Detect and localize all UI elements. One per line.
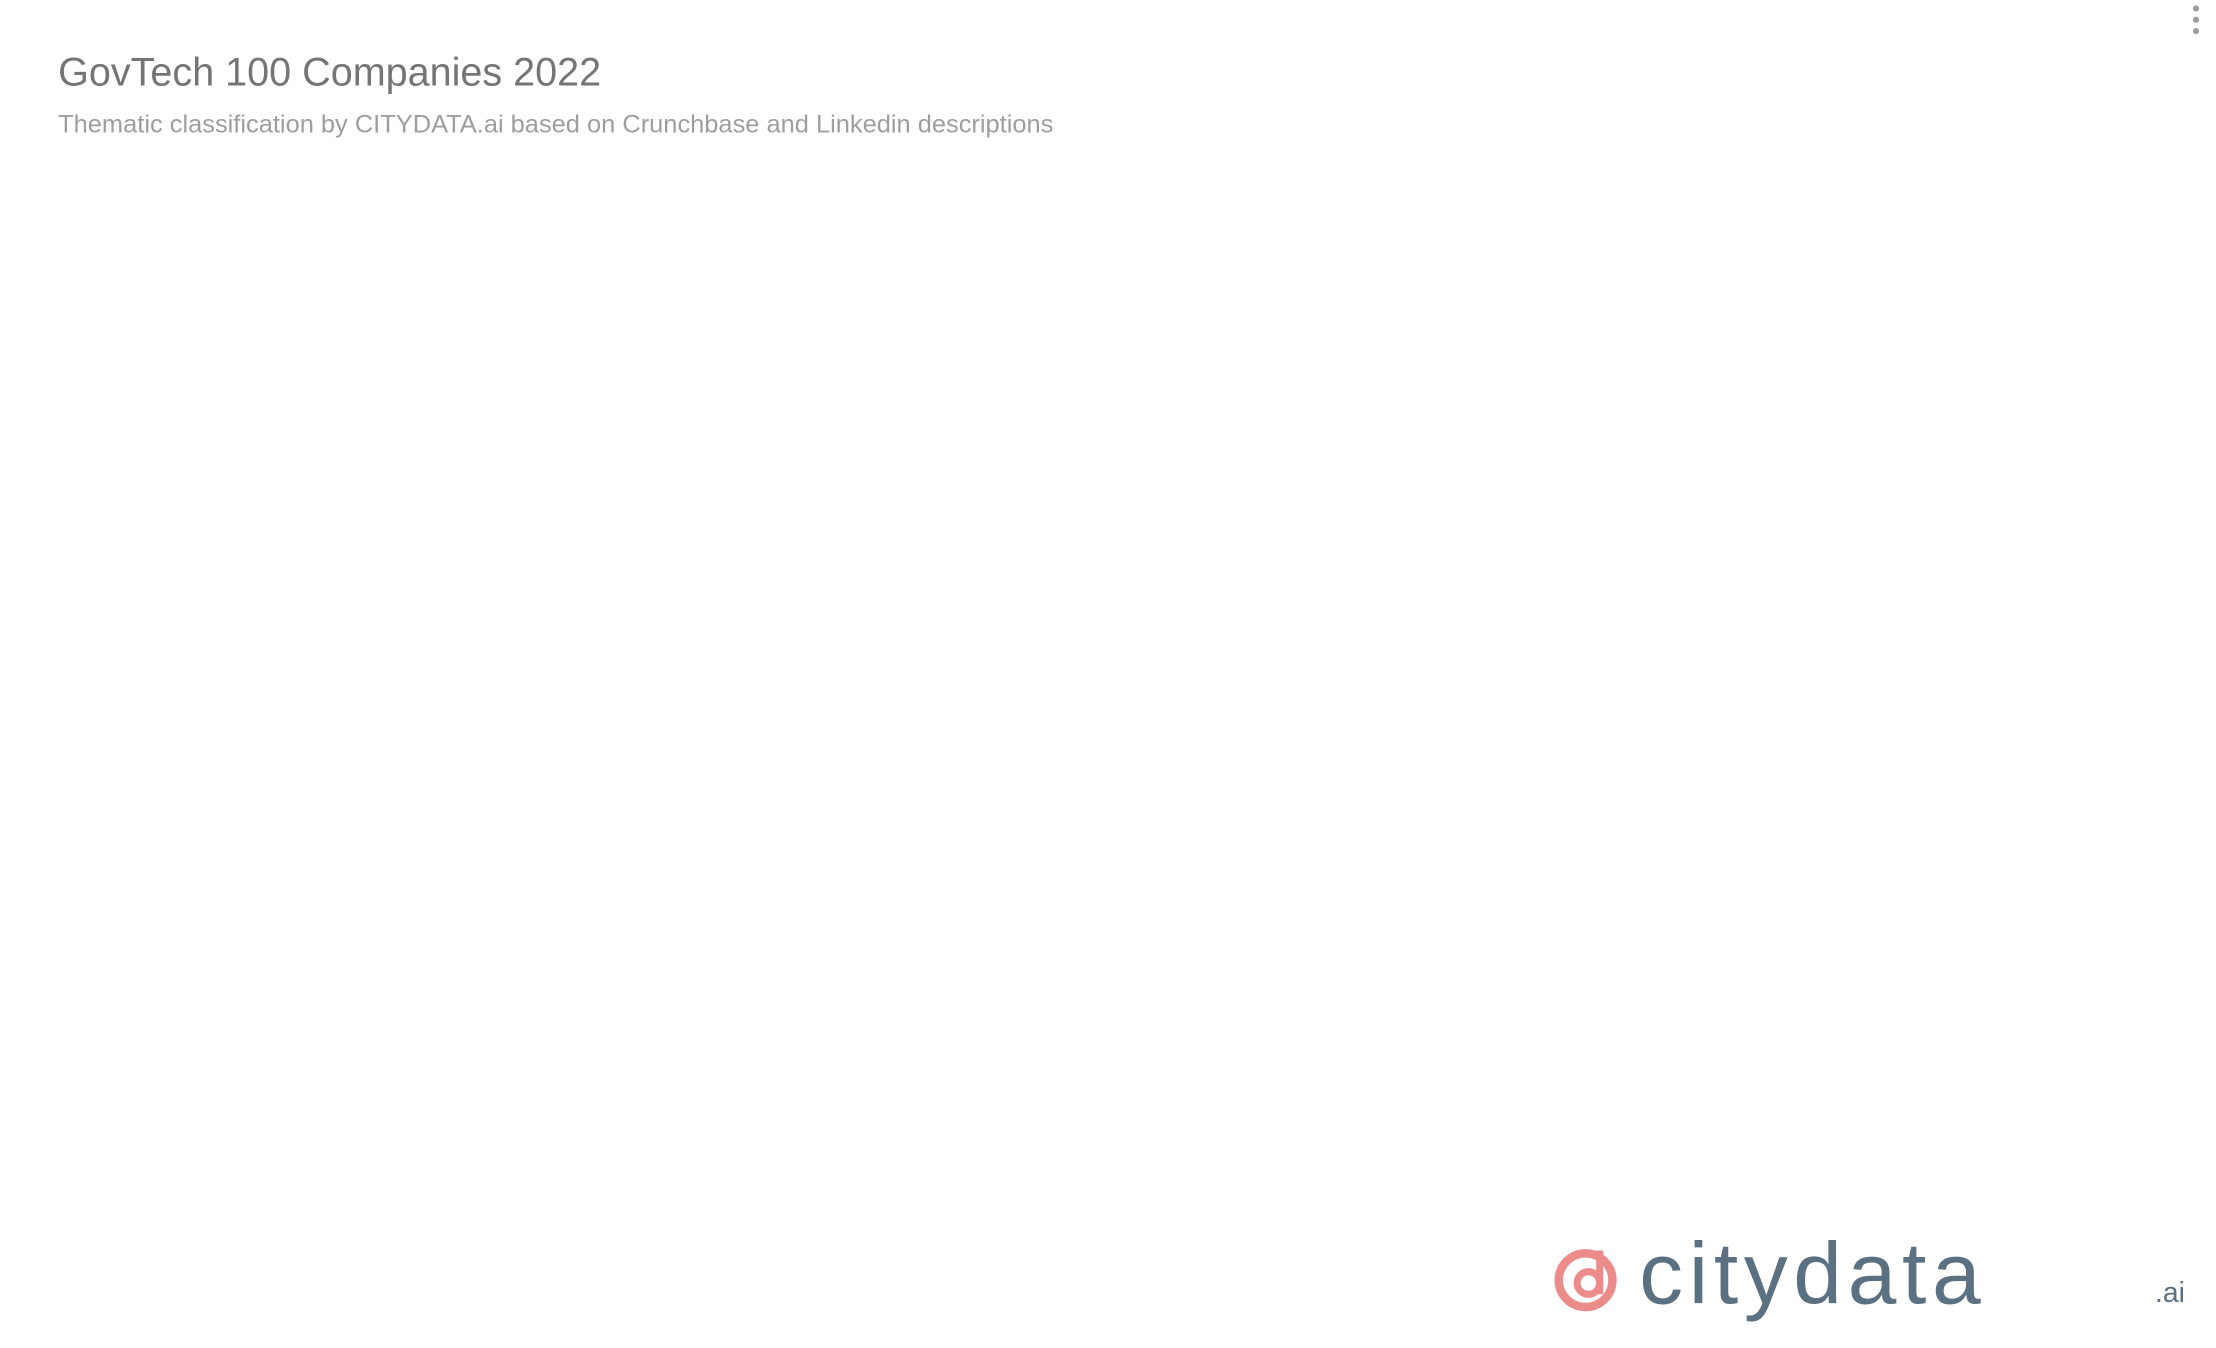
logo-icon (1554, 1249, 1617, 1312)
chart-title: GovTech 100 Companies 2022 (58, 50, 601, 94)
logo: citydata .ai (1554, 1224, 2185, 1322)
logo-text: citydata (1639, 1224, 1986, 1322)
logo-suffix: .ai (2155, 1276, 2185, 1308)
menu-button[interactable] (2192, 5, 2200, 35)
chart-subtitle: Thematic classification by CITYDATA.ai b… (58, 110, 1053, 138)
menu-dot (2192, 5, 2200, 12)
menu-dot (2192, 16, 2200, 23)
menu-dot (2192, 27, 2200, 35)
